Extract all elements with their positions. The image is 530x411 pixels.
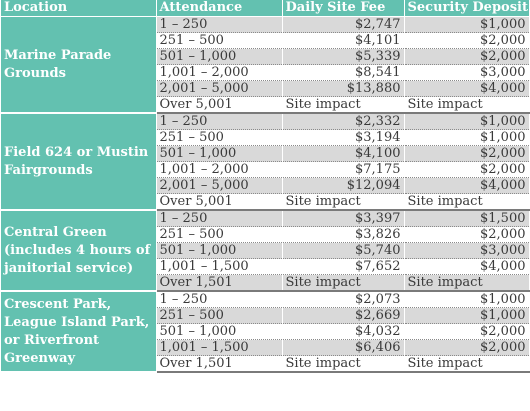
security-deposit-cell: $3,000 xyxy=(404,64,530,81)
attendance-cell: 501 – 1,000 xyxy=(156,48,283,65)
attendance-cell: Over 1,501 xyxy=(156,274,283,292)
attendance-cell: 1,001 – 1,500 xyxy=(156,258,283,275)
attendance-cell: Over 5,001 xyxy=(156,96,283,114)
daily-site-fee-cell: $8,541 xyxy=(282,64,405,81)
table-row: Over 1,501 Site impact Site impact xyxy=(1,274,530,292)
daily-site-fee-cell: $7,175 xyxy=(282,161,405,178)
location-cell: Field 624 or Mustin Fairgrounds xyxy=(1,113,157,211)
location-cell: Crescent Park, League Island Park, or Ri… xyxy=(1,291,157,373)
daily-site-fee-cell: Site impact xyxy=(282,193,405,211)
table-row: Crescent Park, League Island Park, or Ri… xyxy=(1,291,530,373)
security-deposit-cell: Site impact xyxy=(404,274,530,292)
daily-site-fee-cell: Site impact xyxy=(282,355,405,373)
attendance-cell: 251 – 500 xyxy=(156,32,283,49)
header-daily-site-fee: Daily Site Fee xyxy=(282,0,405,17)
attendance-cell: 1 – 250 xyxy=(156,210,283,227)
attendance-cell: 501 – 1,000 xyxy=(156,323,283,340)
attendance-cell: 251 – 500 xyxy=(156,129,283,146)
security-deposit-cell: Site impact xyxy=(404,193,530,211)
daily-site-fee-cell: $2,073 xyxy=(282,291,405,308)
daily-site-fee-cell: $5,339 xyxy=(282,48,405,65)
daily-site-fee-cell: $2,332 xyxy=(282,113,405,130)
security-deposit-cell: Site impact xyxy=(404,355,530,373)
attendance-cell: 1 – 250 xyxy=(156,16,283,33)
table-row: Over 5,001 Site impact Site impact xyxy=(1,193,530,211)
location-cell: Marine Parade Grounds xyxy=(1,16,157,114)
site-fee-table: Location Attendance Daily Site Fee Secur… xyxy=(1,0,530,373)
attendance-cell: 501 – 1,000 xyxy=(156,242,283,259)
table-row: 1,001 – 2,000 $8,541 $3,000 xyxy=(1,64,530,81)
table-row: 251 – 500 $3,826 $2,000 xyxy=(1,226,530,243)
table-header-row: Location Attendance Daily Site Fee Secur… xyxy=(1,0,530,17)
table-row: 1,001 – 2,000 $7,175 $2,000 xyxy=(1,161,530,178)
security-deposit-cell: $1,000 xyxy=(404,307,530,324)
daily-site-fee-cell: $6,406 xyxy=(282,339,405,356)
daily-site-fee-cell: Site impact xyxy=(282,274,405,292)
attendance-cell: 1,001 – 2,000 xyxy=(156,64,283,81)
daily-site-fee-cell: $5,740 xyxy=(282,242,405,259)
daily-site-fee-cell: Site impact xyxy=(282,96,405,114)
location-cell: Central Green (includes 4 hours of janit… xyxy=(1,210,157,292)
table-row: Marine Parade Grounds 1 – 250 $2,747 $1,000 xyxy=(1,16,530,114)
security-deposit-cell: $1,000 xyxy=(404,291,530,308)
security-deposit-cell: $4,000 xyxy=(404,177,530,194)
daily-site-fee-cell: $13,880 xyxy=(282,80,405,97)
security-deposit-cell: $2,000 xyxy=(404,226,530,243)
header-location: Location xyxy=(1,0,157,17)
security-deposit-cell: $4,000 xyxy=(404,80,530,97)
table-row: 501 – 1,000 $4,100 $2,000 xyxy=(1,145,530,162)
security-deposit-cell: $1,000 xyxy=(404,113,530,130)
table-row: 1,001 – 1,500 $7,652 $4,000 xyxy=(1,258,530,275)
attendance-cell: 2,001 – 5,000 xyxy=(156,177,283,194)
daily-site-fee-cell: $2,747 xyxy=(282,16,405,33)
daily-site-fee-cell: $4,032 xyxy=(282,323,405,340)
security-deposit-cell: Site impact xyxy=(404,96,530,114)
daily-site-fee-cell: $2,669 xyxy=(282,307,405,324)
security-deposit-cell: $1,500 xyxy=(404,210,530,227)
attendance-cell: 1,001 – 2,000 xyxy=(156,161,283,178)
daily-site-fee-cell: $3,194 xyxy=(282,129,405,146)
table-row: Field 624 or Mustin Fairgrounds 1 – 250 $2… xyxy=(1,113,530,211)
table-row: Central Green (includes 4 hours of janit… xyxy=(1,210,530,292)
daily-site-fee-cell: $12,094 xyxy=(282,177,405,194)
table-row: 251 – 500 $4,101 $2,000 xyxy=(1,32,530,49)
daily-site-fee-cell: $4,101 xyxy=(282,32,405,49)
daily-site-fee-cell: $3,826 xyxy=(282,226,405,243)
table-row: 2,001 – 5,000 $13,880 $4,000 xyxy=(1,80,530,97)
security-deposit-cell: $2,000 xyxy=(404,323,530,340)
daily-site-fee-cell: $4,100 xyxy=(282,145,405,162)
security-deposit-cell: $3,000 xyxy=(404,242,530,259)
attendance-cell: 501 – 1,000 xyxy=(156,145,283,162)
header-attendance: Attendance xyxy=(156,0,283,17)
table-body: Marine Parade Grounds 1 – 250 $2,747 $1,000… xyxy=(1,16,530,373)
security-deposit-cell: $2,000 xyxy=(404,145,530,162)
attendance-cell: 1 – 250 xyxy=(156,291,283,308)
attendance-cell: 2,001 – 5,000 xyxy=(156,80,283,97)
security-deposit-cell: $1,000 xyxy=(404,16,530,33)
security-deposit-cell: $4,000 xyxy=(404,258,530,275)
security-deposit-cell: $1,000 xyxy=(404,129,530,146)
attendance-cell: Over 1,501 xyxy=(156,355,283,373)
attendance-cell: 251 – 500 xyxy=(156,226,283,243)
security-deposit-cell: $2,000 xyxy=(404,48,530,65)
table-row: Over 1,501 Site impact Site impact xyxy=(1,355,530,373)
attendance-cell: 1 – 250 xyxy=(156,113,283,130)
table-row: 1,001 – 1,500 $6,406 $2,000 xyxy=(1,339,530,356)
attendance-cell: 1,001 – 1,500 xyxy=(156,339,283,356)
table-row: 501 – 1,000 $5,339 $2,000 xyxy=(1,48,530,65)
table-row: 2,001 – 5,000 $12,094 $4,000 xyxy=(1,177,530,194)
attendance-cell: Over 5,001 xyxy=(156,193,283,211)
security-deposit-cell: $2,000 xyxy=(404,339,530,356)
header-security-deposit: Security Deposit xyxy=(404,0,530,17)
daily-site-fee-cell: $7,652 xyxy=(282,258,405,275)
security-deposit-cell: $2,000 xyxy=(404,32,530,49)
attendance-cell: 251 – 500 xyxy=(156,307,283,324)
table-row: 501 – 1,000 $4,032 $2,000 xyxy=(1,323,530,340)
table-row: 251 – 500 $2,669 $1,000 xyxy=(1,307,530,324)
table-row: 501 – 1,000 $5,740 $3,000 xyxy=(1,242,530,259)
table-row: Over 5,001 Site impact Site impact xyxy=(1,96,530,114)
table-row: 251 – 500 $3,194 $1,000 xyxy=(1,129,530,146)
daily-site-fee-cell: $3,397 xyxy=(282,210,405,227)
security-deposit-cell: $2,000 xyxy=(404,161,530,178)
